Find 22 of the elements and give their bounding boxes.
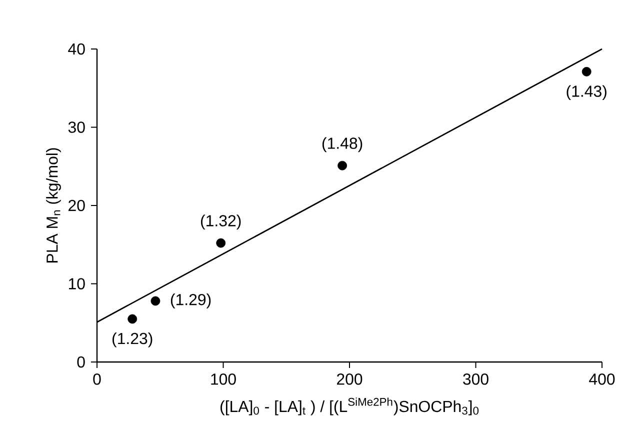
- annotation: (1.48): [322, 137, 362, 152]
- point: [338, 160, 348, 170]
- text: ([LA]$_{0}$ - [LA]$_{t}$ ) / [(L$^{SiMe2Ph}$)SnOCPh$_{3}$]$_{0}$: [220, 398, 479, 416]
- y-tick-label: 0: [77, 356, 85, 368]
- x-tick-label: 400: [589, 374, 615, 385]
- point: [128, 314, 138, 324]
- annotation: (1.43): [566, 85, 606, 100]
- y-axis-title: PLA M$_{n}$ (kg/mol): [46, 148, 61, 262]
- annotation: (1.29): [170, 294, 211, 308]
- y-tick-label: 40: [68, 43, 85, 55]
- x-tick-label: 0: [93, 374, 101, 385]
- point: [150, 296, 160, 306]
- annotation: (1.32): [201, 214, 241, 230]
- x-tick-label: 200: [337, 374, 362, 385]
- y-tick-label: 20: [68, 200, 85, 212]
- y-tick-label: 10: [68, 278, 85, 290]
- point: [216, 238, 226, 248]
- x-tick-label: 100: [211, 374, 236, 385]
- y-tick-label: 30: [68, 122, 85, 133]
- annotation: (1.23): [112, 332, 152, 348]
- point: [582, 66, 592, 76]
- x-tick-label: 300: [463, 374, 488, 385]
